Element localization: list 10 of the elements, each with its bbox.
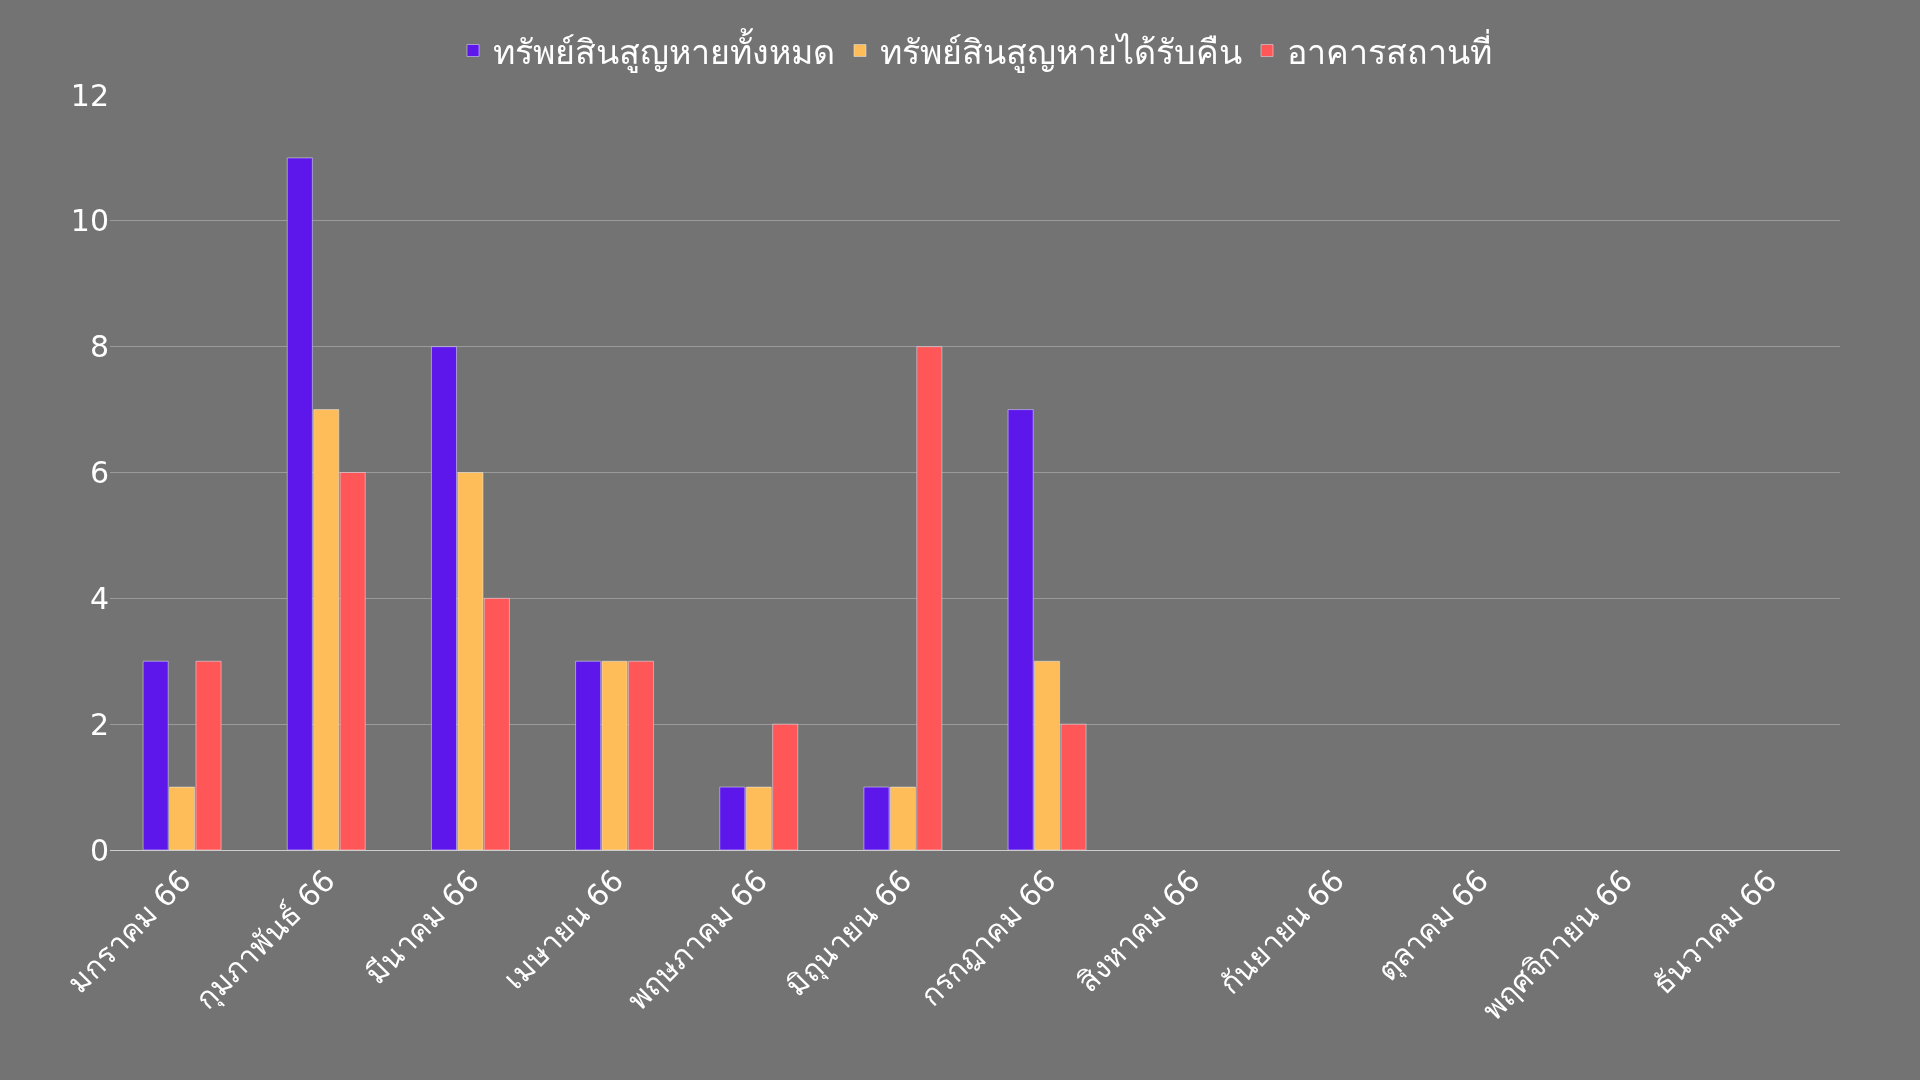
legend-label: ทรัพย์สินสูญหายได้รับคืน bbox=[880, 31, 1242, 73]
y-tick-label: 8 bbox=[89, 329, 109, 365]
y-tick-label: 12 bbox=[70, 77, 109, 113]
legend-label: อาคารสถานที่ bbox=[1287, 28, 1492, 72]
y-tick-label: 6 bbox=[89, 455, 109, 490]
y-tick-label: 4 bbox=[89, 580, 109, 616]
y-tick-label: 2 bbox=[89, 706, 109, 742]
y-tick-label: 0 bbox=[89, 832, 109, 868]
y-tick-label: 10 bbox=[70, 203, 109, 239]
legend-label: ทรัพย์สินสูญหายทั้งหมด bbox=[493, 27, 835, 73]
